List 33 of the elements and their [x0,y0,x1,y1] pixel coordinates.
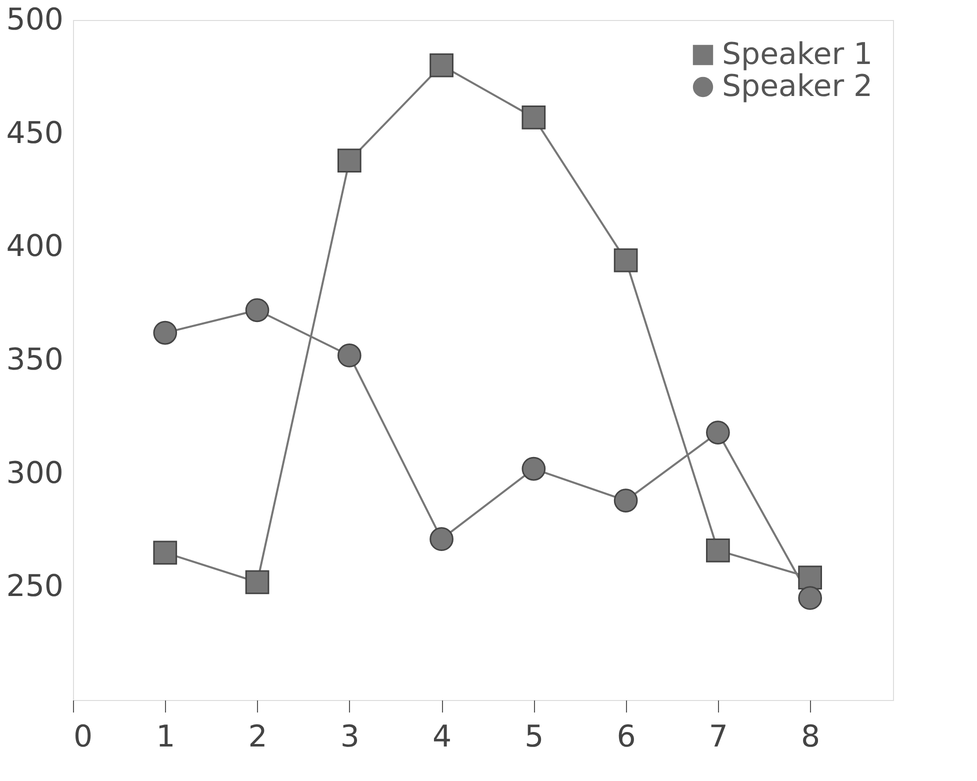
point [337,344,362,368]
point [522,106,546,130]
point [614,488,638,512]
point [798,566,822,590]
point [798,586,822,610]
y-tick-label: 250 [6,569,64,604]
x-tick-label: 1 [156,720,176,754]
y-tick-label: 500 [6,2,64,38]
point [153,320,178,345]
x-tick-label: 0 [74,720,93,754]
legend-label: Speaker 1 [722,37,873,72]
x-tick-label: 7 [708,720,728,754]
point [245,298,270,322]
point [522,456,546,481]
x-tick-label: 5 [524,720,544,754]
point [430,53,454,78]
legend-label: Speaker 2 [722,69,873,104]
point [706,420,730,444]
x-tick-label: 6 [616,720,636,754]
x-tick-label: 3 [340,720,360,754]
x-tick-label: 4 [432,720,452,754]
y-tick-label: 400 [6,229,64,264]
point [245,570,270,594]
y-tick-label: 350 [6,342,64,378]
point [614,248,638,272]
point [337,148,362,172]
x-tick-label: 8 [801,720,820,754]
point [430,527,454,551]
point [153,540,178,565]
x-tick-label: 2 [248,720,268,754]
y-tick-label: 450 [6,116,64,151]
point [706,538,730,562]
y-tick-label: 300 [6,456,64,491]
